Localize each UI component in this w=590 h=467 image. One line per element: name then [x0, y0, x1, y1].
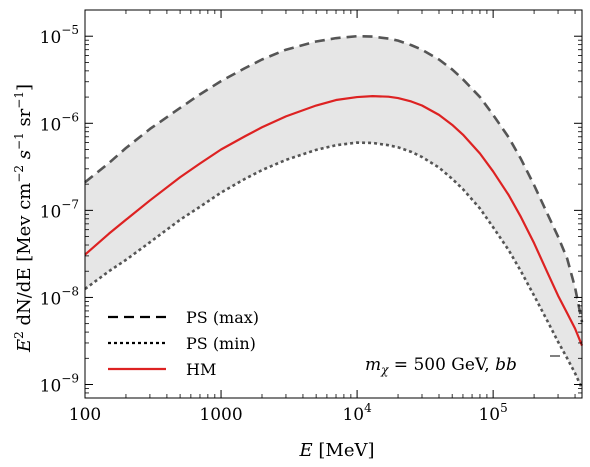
y-axis-e-sup: 2: [12, 331, 26, 339]
y-axis-e: E: [14, 339, 35, 353]
y-tick-label: 10−5: [40, 23, 79, 48]
x-tick-label: 105: [478, 401, 507, 425]
legend-label-ps-min: PS (min): [186, 334, 256, 353]
legend-label-hm: HM: [186, 360, 216, 379]
x-axis-unit: [MeV]: [313, 440, 375, 461]
y-axis-unit-c: sr: [14, 108, 35, 132]
y-axis-sup-a: −2: [12, 165, 26, 183]
y-axis-unit-b: s: [14, 150, 35, 165]
x-axis-var: E: [299, 440, 313, 461]
y-axis-unit-d: ]: [14, 84, 35, 91]
x-tick-label: 104: [342, 401, 372, 425]
legend-label-ps-max: PS (max): [186, 308, 259, 327]
tick-layer: 100 1000 104 105 10−9 10−8 10−7 10−6 10−5: [40, 9, 582, 425]
y-axis-dnde: dN/dE: [14, 268, 35, 332]
uncertainty-band: [85, 36, 582, 389]
band-layer: [85, 36, 582, 389]
x-tick-label: 1000: [199, 405, 242, 425]
annotation-bbar: b: [506, 355, 517, 375]
legend: PS (max) PS (min) HM: [108, 308, 259, 379]
y-tick-label: 10−7: [40, 197, 79, 222]
series-line-hm: [84, 95, 584, 346]
y-tick-label: 10−6: [40, 110, 79, 135]
annotation-b: b: [495, 355, 506, 375]
series-layer: [84, 34, 584, 390]
annotation-m: m: [365, 355, 381, 375]
plot-frame: [84, 9, 583, 399]
x-axis-label: E [MeV]: [299, 440, 375, 461]
y-axis-sup-c: −1: [12, 91, 26, 109]
annotation-mass: = 500 GeV,: [388, 355, 495, 375]
series-line-ps-min: [84, 141, 584, 390]
y-axis-unit-a: [Mev cm: [14, 183, 35, 268]
y-tick-label: 10−9: [40, 372, 79, 397]
x-tick-label: 100: [69, 405, 101, 425]
series-line-ps-max: [84, 34, 584, 323]
y-axis-label: E2 dN/dE [Mev cm−2 s−1 sr−1]: [12, 84, 35, 353]
annotation-chi: χ: [380, 363, 389, 377]
y-tick-label: 10−8: [40, 284, 79, 309]
mass-annotation: mχ = 500 GeV, bb: [365, 355, 517, 377]
y-axis-sup-b: −1: [12, 132, 26, 150]
